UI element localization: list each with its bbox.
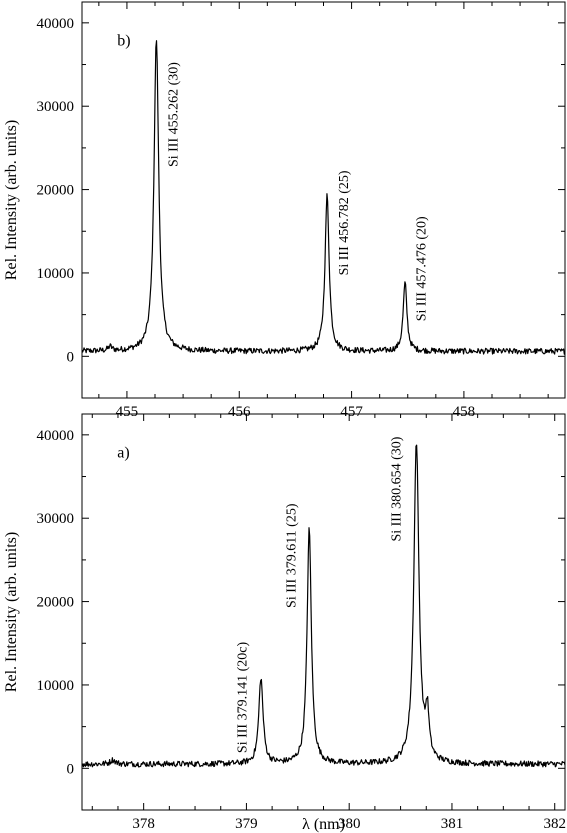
spectrum-line (81, 444, 566, 768)
plot-frame (81, 1, 566, 399)
panel-label: a) (117, 445, 129, 462)
peak-annotation: Si III 380.654 (30) (390, 436, 405, 541)
x-tick-label: 380 (338, 816, 361, 832)
y-tick-label: 0 (67, 761, 75, 777)
x-tick-label: 458 (453, 404, 476, 420)
y-tick-label: 0 (67, 349, 75, 365)
peak-annotation: Si III 457.476 (20) (415, 216, 430, 321)
chart-panel-b: 455 456 457 458 0 10000 20000 30000 40000 Rel. In… (3, 1, 566, 420)
peak-annotation: Si III 455.262 (30) (166, 62, 181, 167)
panel-label: b) (117, 33, 130, 50)
peak-annotation: Si III 456.782 (25) (337, 170, 352, 275)
y-tick-label: 40000 (37, 16, 75, 32)
peak-annotation: Si III 379.611 (25) (285, 503, 300, 608)
chart-panel-a: 378 379 380 381 382 0 10000 20000 30000 40000 Rel.… (3, 413, 566, 833)
x-tick-label: 378 (132, 816, 155, 832)
x-tick-label: 456 (228, 404, 251, 420)
x-tick-label: 379 (235, 816, 258, 832)
y-tick-label: 20000 (37, 183, 75, 199)
y-axis-label: Rel. Intensity (arb. units) (3, 532, 20, 692)
y-tick-label: 30000 (37, 99, 75, 115)
peak-annotation: Si III 379.141 (20c) (235, 642, 250, 754)
y-tick-label: 10000 (37, 678, 75, 694)
x-tick-label: 381 (441, 816, 464, 832)
y-tick-label: 40000 (37, 428, 75, 444)
y-tick-label: 20000 (37, 595, 75, 611)
plot-frame (81, 413, 566, 811)
x-tick-label: 382 (543, 816, 566, 832)
spectrum-line (81, 40, 566, 355)
x-axis-label: λ (nm) (302, 816, 345, 833)
x-tick-label: 457 (340, 404, 363, 420)
x-tick-label: 455 (116, 404, 139, 420)
y-axis-label: Rel. Intensity (arb. units) (3, 120, 20, 280)
y-tick-label: 10000 (37, 266, 75, 282)
y-tick-label: 30000 (37, 511, 75, 527)
